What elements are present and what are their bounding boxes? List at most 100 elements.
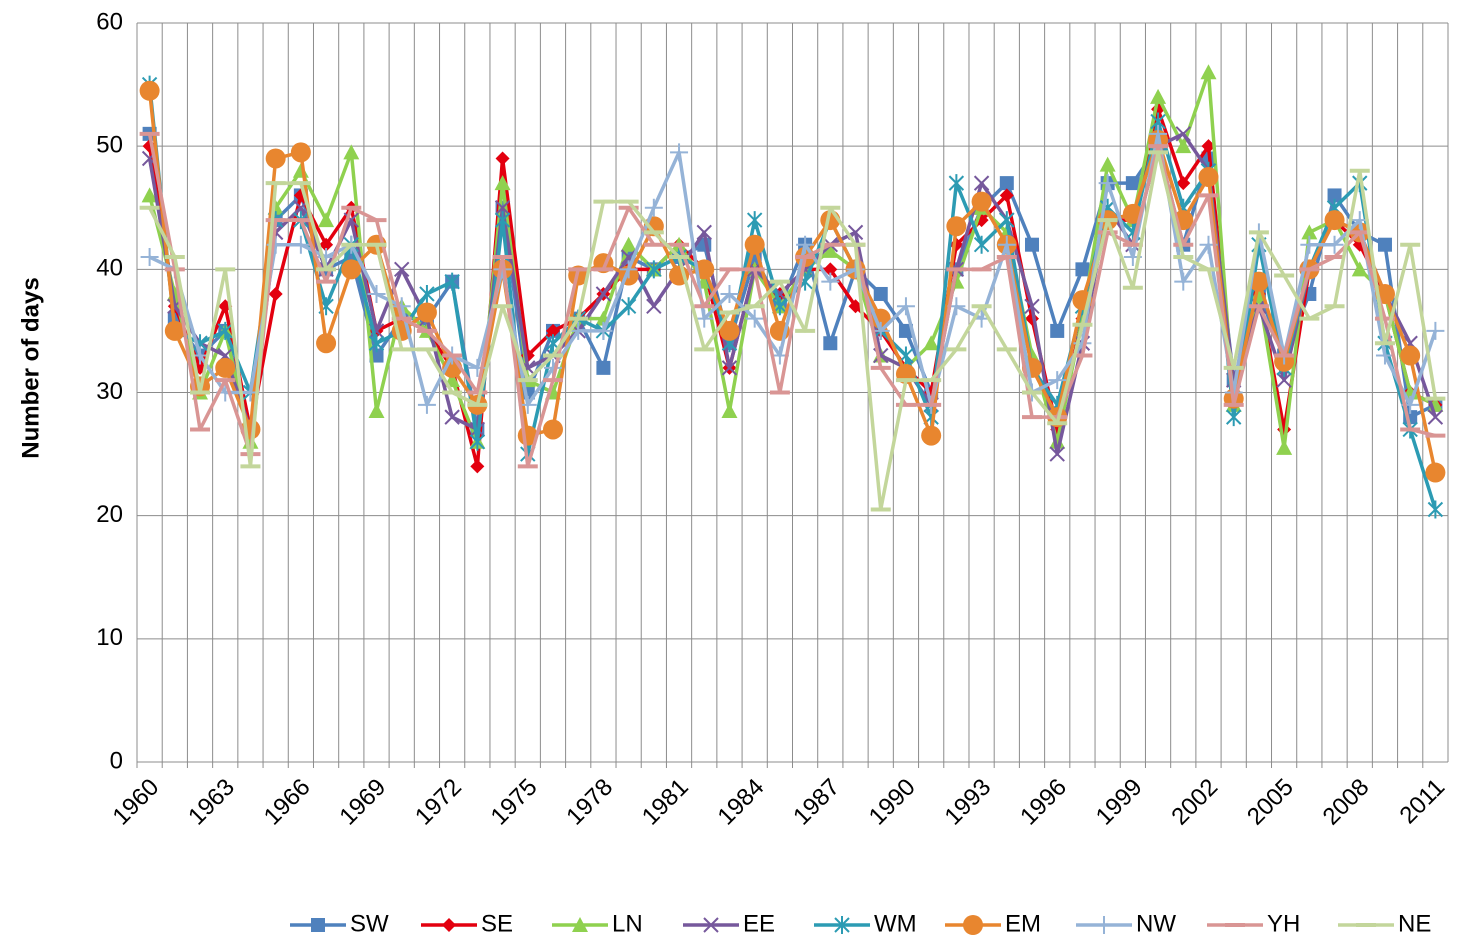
legend-label: SE — [481, 910, 513, 937]
marker — [1325, 235, 1344, 254]
marker — [1427, 409, 1444, 425]
marker — [695, 309, 714, 328]
marker — [823, 262, 838, 277]
marker — [368, 334, 385, 353]
marker — [1377, 237, 1392, 252]
marker — [1150, 88, 1167, 104]
marker — [1098, 174, 1117, 193]
marker — [343, 144, 360, 160]
marker — [1276, 439, 1293, 455]
marker — [620, 297, 637, 316]
marker — [419, 284, 435, 303]
marker — [1300, 235, 1319, 254]
marker — [1048, 371, 1067, 390]
y-tick-label: 60 — [96, 8, 123, 35]
marker — [141, 187, 158, 203]
marker — [999, 176, 1014, 191]
x-tick-label: 2011 — [1395, 774, 1451, 830]
marker — [745, 309, 764, 328]
marker — [1099, 156, 1116, 172]
x-tick-label: 1978 — [561, 774, 618, 831]
marker — [318, 212, 335, 228]
marker — [217, 321, 233, 340]
x-tick-label: 1999 — [1091, 774, 1148, 831]
legend-item: NE — [1338, 910, 1431, 937]
marker — [265, 148, 286, 169]
marker — [721, 402, 738, 418]
marker — [1025, 237, 1040, 252]
marker — [948, 174, 965, 193]
marker — [997, 235, 1016, 254]
legend-item: LN — [552, 910, 643, 937]
x-tick-label: 1975 — [486, 774, 543, 831]
marker — [719, 320, 740, 341]
x-tick-label: 1963 — [183, 774, 240, 831]
marker — [1425, 462, 1446, 483]
marker — [703, 917, 719, 933]
marker — [444, 409, 460, 425]
marker — [896, 297, 915, 316]
marker — [1176, 176, 1191, 191]
marker — [494, 200, 511, 216]
marker — [1351, 261, 1368, 277]
marker — [1248, 271, 1269, 292]
legend-item: EM — [945, 910, 1041, 937]
marker — [1095, 916, 1113, 934]
x-tick-label: 1972 — [410, 774, 467, 831]
marker — [1024, 298, 1040, 314]
marker — [469, 432, 486, 451]
marker — [1049, 433, 1066, 449]
marker — [1049, 446, 1065, 462]
marker — [290, 142, 311, 163]
marker — [139, 80, 160, 101]
marker — [1175, 138, 1192, 154]
marker — [1174, 272, 1193, 291]
legend-label: YH — [1267, 910, 1300, 937]
y-tick-label: 20 — [96, 501, 123, 528]
marker — [368, 402, 385, 418]
marker — [923, 335, 940, 351]
marker — [495, 151, 510, 166]
marker — [973, 235, 990, 254]
marker — [646, 298, 662, 314]
marker — [898, 323, 913, 338]
marker — [595, 286, 612, 302]
marker — [1301, 224, 1318, 240]
legend-label: EE — [743, 910, 775, 937]
marker — [834, 916, 850, 934]
marker — [164, 320, 185, 341]
line — [148, 150, 1438, 512]
marker — [1075, 262, 1090, 277]
marker — [823, 336, 838, 351]
marker — [1427, 500, 1444, 519]
legend-label: LN — [612, 910, 643, 937]
marker — [973, 175, 990, 191]
marker — [1276, 372, 1292, 388]
marker — [1324, 210, 1345, 231]
series — [139, 131, 1446, 469]
y-tick-label: 10 — [96, 624, 123, 651]
legend-label: NE — [1398, 910, 1431, 937]
marker — [821, 272, 840, 291]
marker — [444, 272, 460, 291]
marker — [963, 915, 983, 935]
marker — [999, 188, 1014, 203]
marker — [317, 248, 336, 267]
marker — [394, 261, 410, 278]
legend-item: SE — [421, 910, 513, 937]
marker — [696, 224, 712, 241]
marker — [822, 242, 839, 258]
y-tick-label: 0 — [110, 747, 123, 774]
marker — [470, 459, 485, 474]
marker — [670, 143, 689, 162]
marker — [873, 286, 888, 301]
marker — [1375, 346, 1394, 365]
marker — [596, 360, 611, 375]
series — [139, 150, 1446, 512]
marker — [316, 333, 337, 354]
marker — [1149, 124, 1168, 143]
y-axis-label: Number of days — [17, 277, 44, 458]
x-tick-label: 1966 — [259, 774, 316, 831]
marker — [971, 191, 992, 212]
marker — [494, 211, 511, 230]
